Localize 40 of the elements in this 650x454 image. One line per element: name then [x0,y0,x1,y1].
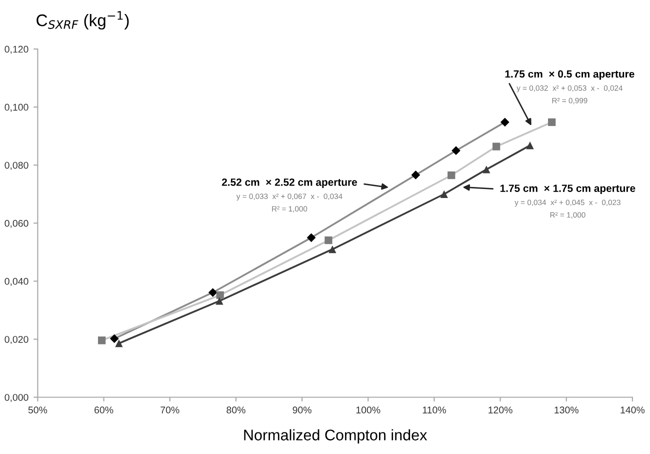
y-tick-label: 0,080 [4,162,28,170]
x-tick-label: 50% [28,406,48,414]
point [500,118,510,127]
point [208,288,218,297]
point [448,171,456,180]
x-tick-label: 70% [160,406,180,414]
x-tick-label: 120% [488,406,512,414]
point [452,146,460,156]
point [98,336,106,344]
y-tick-label: 0,120 [4,46,28,54]
point [324,236,332,244]
annotation: 1.75 cm × 1.75 cm aperture [500,184,636,194]
x-tick-label: 60% [94,406,114,414]
y-tick-label: 0,100 [4,104,28,112]
point [115,339,123,348]
x-axis-title: Normalized Compton index [244,429,428,444]
x-tick-label: 80% [226,406,246,414]
point [110,334,119,344]
y-axis-title: C$_{SXRF}$ (kg$^{−1}$) [36,11,129,30]
y-tick-label: 0,020 [4,336,28,344]
annotation: 1.75 cm × 0.5 cm aperture [505,70,634,80]
point [216,297,224,305]
x-tick-label: 100% [356,406,380,414]
point [306,233,316,242]
x-tick-label: 130% [554,406,578,414]
point [482,166,490,174]
y-tick-label: 0,000 [4,394,28,402]
point [526,142,534,150]
x-tick-label: 140% [620,406,645,414]
point [548,118,556,126]
point [216,291,224,299]
annotation: 2.52 cm × 2.52 cm aperture [222,178,358,188]
point [411,170,420,180]
x-tick-label: 110% [422,406,446,414]
point [440,190,448,198]
point [328,245,336,254]
x-tick-label: 90% [292,406,312,414]
y-tick-label: 0,040 [4,278,28,286]
y-tick-label: 0,060 [4,220,28,228]
point [492,142,500,150]
